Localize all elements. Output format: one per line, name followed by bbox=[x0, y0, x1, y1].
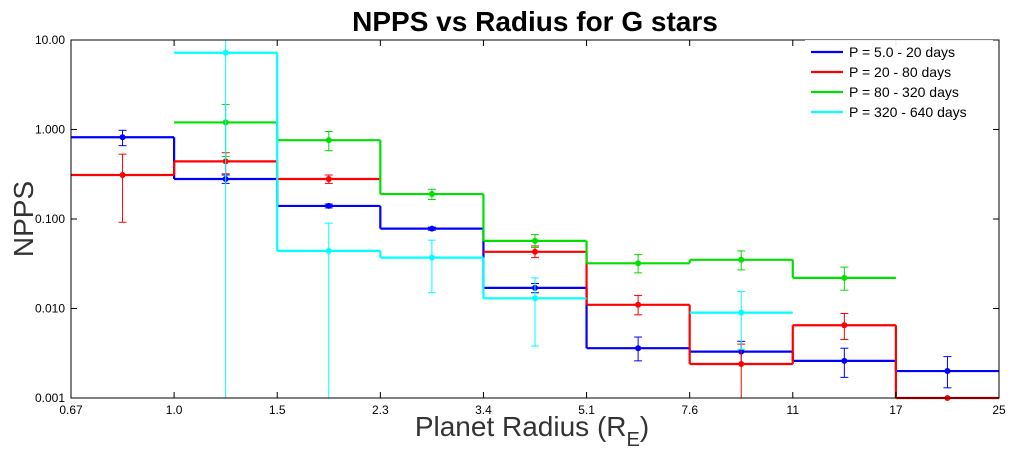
data-point bbox=[738, 360, 745, 367]
series-1 bbox=[71, 129, 999, 389]
data-point bbox=[119, 134, 126, 141]
x-tick-label: 7.6 bbox=[681, 403, 698, 417]
x-tick-label: 11 bbox=[787, 403, 800, 417]
series-4 bbox=[174, 39, 793, 399]
legend-label: P = 80 - 320 days bbox=[849, 84, 959, 100]
x-tick-label: 2.3 bbox=[372, 403, 389, 417]
legend: P = 5.0 - 20 days P = 20 - 80 days P = 80 … bbox=[805, 40, 993, 124]
x-axis-label-subscript: E bbox=[626, 429, 639, 451]
data-point bbox=[325, 247, 332, 254]
data-point bbox=[325, 137, 332, 144]
data-point bbox=[738, 256, 745, 263]
y-tick-label: 1.000 bbox=[35, 123, 65, 137]
legend-label: P = 320 - 640 days bbox=[849, 104, 967, 120]
legend-item: P = 80 - 320 days bbox=[811, 84, 959, 100]
x-tick-label: 17 bbox=[889, 403, 903, 417]
x-axis-label-close: ) bbox=[640, 411, 649, 442]
data-point bbox=[635, 345, 642, 352]
x-tick-label: 25 bbox=[992, 403, 1006, 417]
x-tick-label: 1.5 bbox=[269, 403, 286, 417]
data-point bbox=[428, 191, 435, 198]
data-point bbox=[532, 248, 538, 255]
x-tick-label: 3.4 bbox=[475, 403, 492, 417]
y-tick-label: 0.010 bbox=[35, 302, 65, 316]
data-point bbox=[532, 295, 538, 302]
data-point bbox=[738, 309, 745, 316]
data-point bbox=[325, 175, 332, 182]
data-point bbox=[325, 202, 332, 209]
y-axis: 0.001 0.010 0.100 1.000 10.00 bbox=[35, 33, 999, 405]
x-axis: 0.67 1.0 1.5 2.3 3.4 5.1 7.6 11 17 25 bbox=[59, 40, 1006, 417]
y-tick-label: 0.100 bbox=[35, 212, 65, 226]
y-tick-label: 10.00 bbox=[35, 33, 65, 47]
x-tick-label: 5.1 bbox=[578, 403, 595, 417]
y-axis-label: NPPS bbox=[8, 181, 39, 257]
data-point bbox=[532, 237, 538, 244]
data-point bbox=[635, 301, 642, 308]
data-point bbox=[119, 172, 126, 179]
data-point bbox=[222, 49, 229, 56]
legend-label: P = 20 - 80 days bbox=[849, 64, 951, 80]
data-point bbox=[428, 225, 435, 232]
legend-label: P = 5.0 - 20 days bbox=[849, 44, 955, 60]
legend-item: P = 320 - 640 days bbox=[811, 104, 967, 120]
data-point bbox=[841, 274, 848, 281]
x-tick-label: 0.67 bbox=[59, 403, 83, 417]
y-tick-label: 0.001 bbox=[35, 391, 65, 405]
x-tick-label: 1.0 bbox=[166, 403, 183, 417]
data-point bbox=[841, 357, 848, 364]
plot-area bbox=[71, 39, 999, 401]
chart-title: NPPS vs Radius for G stars bbox=[352, 6, 718, 37]
data-point bbox=[428, 254, 435, 261]
data-point bbox=[841, 322, 848, 329]
series-3 bbox=[174, 104, 896, 291]
data-point bbox=[944, 368, 951, 375]
legend-item: P = 20 - 80 days bbox=[811, 64, 951, 80]
data-point bbox=[635, 260, 642, 267]
legend-background bbox=[805, 40, 993, 124]
x-axis-label: Planet Radius (RE) bbox=[415, 411, 649, 451]
x-axis-label-main: Planet Radius (R bbox=[415, 411, 627, 442]
legend-item: P = 5.0 - 20 days bbox=[811, 44, 955, 60]
